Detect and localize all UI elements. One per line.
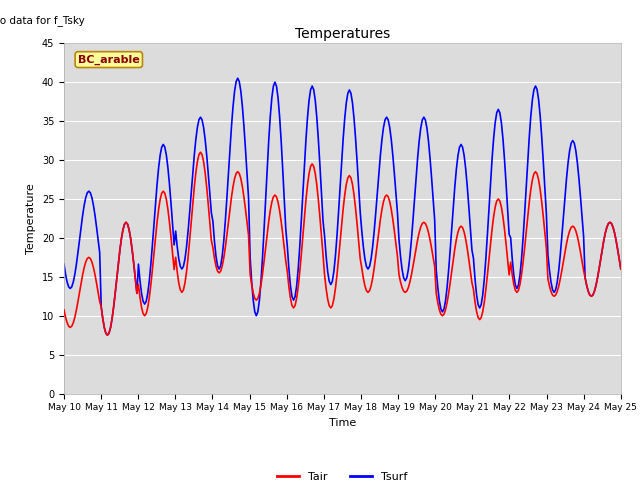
Tair — [60, 307, 68, 313]
Tair — [104, 332, 111, 338]
Tsurf — [589, 292, 596, 298]
Tsurf — [104, 332, 111, 338]
Tsurf — [234, 75, 241, 81]
Line: Tair: Tair — [64, 152, 621, 335]
Tsurf — [257, 279, 265, 285]
Tsurf — [60, 261, 68, 267]
Tsurf — [130, 261, 138, 267]
Tair — [589, 292, 596, 298]
Tair — [617, 266, 625, 272]
Tair — [229, 184, 237, 190]
Tsurf — [248, 279, 255, 285]
Y-axis label: Temperature: Temperature — [26, 183, 36, 254]
Tair — [196, 149, 204, 155]
Tsurf — [228, 123, 236, 129]
Tair — [248, 282, 255, 288]
Text: BC_arable: BC_arable — [78, 54, 140, 65]
Tair — [130, 261, 138, 267]
Tair — [307, 164, 314, 169]
Text: No data for f_Tsky: No data for f_Tsky — [0, 15, 84, 26]
Tsurf — [617, 266, 625, 272]
Title: Temperatures: Temperatures — [295, 27, 390, 41]
Tair — [257, 282, 265, 288]
Line: Tsurf: Tsurf — [64, 78, 621, 335]
Legend: Tair, Tsurf: Tair, Tsurf — [273, 467, 412, 480]
X-axis label: Time: Time — [329, 418, 356, 428]
Tsurf — [307, 87, 314, 93]
